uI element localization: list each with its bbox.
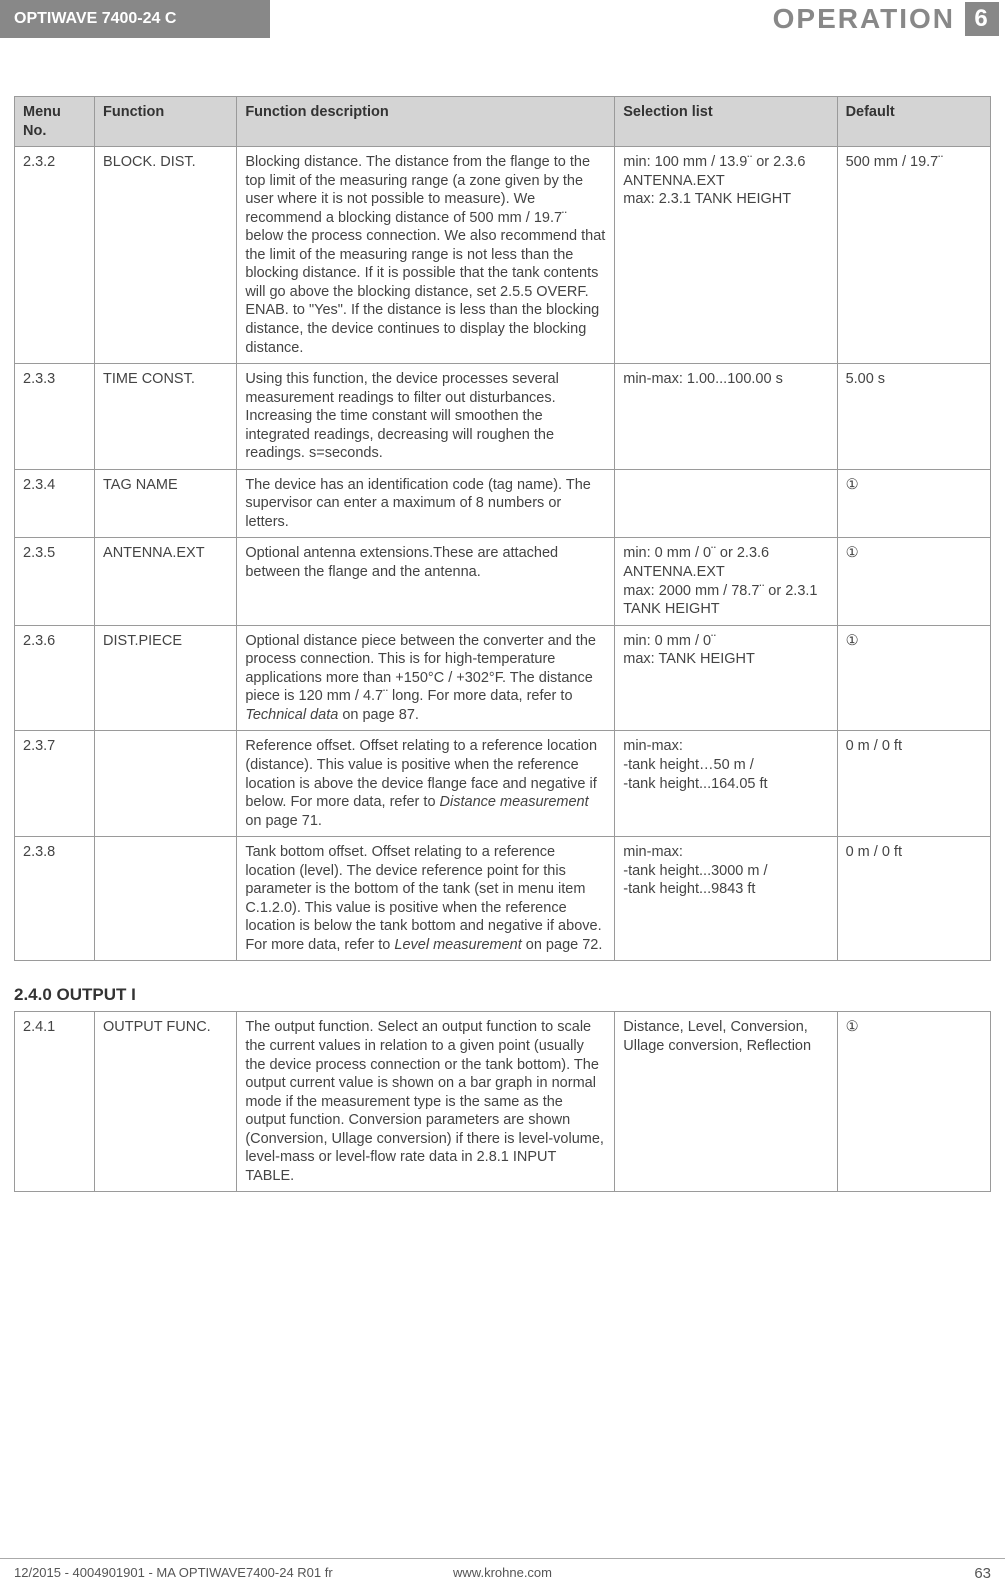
th-function: Function (95, 97, 237, 147)
cell-selection-list: min-max:-tank height…50 m /-tank height.… (615, 731, 837, 837)
cell-description: Using this function, the device processe… (237, 364, 615, 470)
cell-function: DIST.PIECE (95, 625, 237, 731)
parameters-table-2: 2.4.1OUTPUT FUNC.The output function. Se… (14, 1011, 991, 1192)
th-menu: Menu No. (15, 97, 95, 147)
cell-description: Optional distance piece between the conv… (237, 625, 615, 731)
cell-menu-no: 2.3.7 (15, 731, 95, 837)
cell-description: The output function. Select an output fu… (237, 1012, 615, 1192)
table-row: 2.3.5ANTENNA.EXTOptional antenna extensi… (15, 538, 991, 625)
table-row: 2.4.1OUTPUT FUNC.The output function. Se… (15, 1012, 991, 1192)
cell-function (95, 837, 237, 961)
section-title: OPERATION 6 (773, 0, 1005, 38)
cell-default: 5.00 s (837, 364, 990, 470)
cell-description: Blocking distance. The distance from the… (237, 147, 615, 364)
cell-menu-no: 2.4.1 (15, 1012, 95, 1192)
table-row: 2.3.7 Reference offset. Offset relating t… (15, 731, 991, 837)
cell-selection-list (615, 469, 837, 538)
cell-default: ① (837, 625, 990, 731)
cell-selection-list: Distance, Level, Conversion, Ullage conv… (615, 1012, 837, 1192)
table-row: 2.3.2BLOCK. DIST.Blocking distance. The … (15, 147, 991, 364)
cell-function: TIME CONST. (95, 364, 237, 470)
cell-selection-list: min-max: 1.00...100.00 s (615, 364, 837, 470)
cell-default: ① (837, 469, 990, 538)
product-name: OPTIWAVE 7400-24 C (0, 0, 270, 38)
th-default: Default (837, 97, 990, 147)
cell-selection-list: min: 0 mm / 0¨max: TANK HEIGHT (615, 625, 837, 731)
cell-menu-no: 2.3.6 (15, 625, 95, 731)
table-row: 2.3.3TIME CONST.Using this function, the… (15, 364, 991, 470)
cell-menu-no: 2.3.2 (15, 147, 95, 364)
chapter-number: 6 (965, 2, 999, 36)
cell-function: BLOCK. DIST. (95, 147, 237, 364)
cell-description: Optional antenna extensions.These are at… (237, 538, 615, 625)
cell-default: ① (837, 538, 990, 625)
cell-description: Reference offset. Offset relating to a r… (237, 731, 615, 837)
cell-default: 500 mm / 19.7¨ (837, 147, 990, 364)
cell-function: TAG NAME (95, 469, 237, 538)
cell-function: OUTPUT FUNC. (95, 1012, 237, 1192)
cell-default: 0 m / 0 ft (837, 731, 990, 837)
cell-function (95, 731, 237, 837)
cell-menu-no: 2.3.5 (15, 538, 95, 625)
cell-function: ANTENNA.EXT (95, 538, 237, 625)
cell-menu-no: 2.3.4 (15, 469, 95, 538)
cell-default: ① (837, 1012, 990, 1192)
table-header-row: Menu No. Function Function description S… (15, 97, 991, 147)
cell-description: Tank bottom offset. Offset relating to a… (237, 837, 615, 961)
cell-selection-list: min: 100 mm / 13.9¨ or 2.3.6 ANTENNA.EXT… (615, 147, 837, 364)
cell-default: 0 m / 0 ft (837, 837, 990, 961)
cell-selection-list: min: 0 mm / 0¨ or 2.3.6 ANTENNA.EXTmax: … (615, 538, 837, 625)
cell-description: The device has an identification code (t… (237, 469, 615, 538)
table-row: 2.3.8 Tank bottom offset. Offset relating… (15, 837, 991, 961)
table-row: 2.3.6DIST.PIECEOptional distance piece b… (15, 625, 991, 731)
section-240-title: 2.4.0 OUTPUT I (14, 985, 991, 1005)
table-row: 2.3.4TAG NAMEThe device has an identific… (15, 469, 991, 538)
page-footer: 12/2015 - 4004901901 - MA OPTIWAVE7400-2… (0, 1558, 1005, 1582)
footer-docref: 12/2015 - 4004901901 - MA OPTIWAVE7400-2… (14, 1565, 340, 1582)
cell-menu-no: 2.3.8 (15, 837, 95, 961)
th-selection: Selection list (615, 97, 837, 147)
parameters-table-1: Menu No. Function Function description S… (14, 96, 991, 961)
cell-selection-list: min-max:-tank height...3000 m /-tank hei… (615, 837, 837, 961)
footer-url: www.krohne.com (340, 1565, 666, 1582)
section-label: OPERATION (773, 3, 955, 35)
cell-menu-no: 2.3.3 (15, 364, 95, 470)
page-header: OPTIWAVE 7400-24 C OPERATION 6 (0, 0, 1005, 38)
footer-page-number: 63 (665, 1565, 991, 1582)
th-description: Function description (237, 97, 615, 147)
